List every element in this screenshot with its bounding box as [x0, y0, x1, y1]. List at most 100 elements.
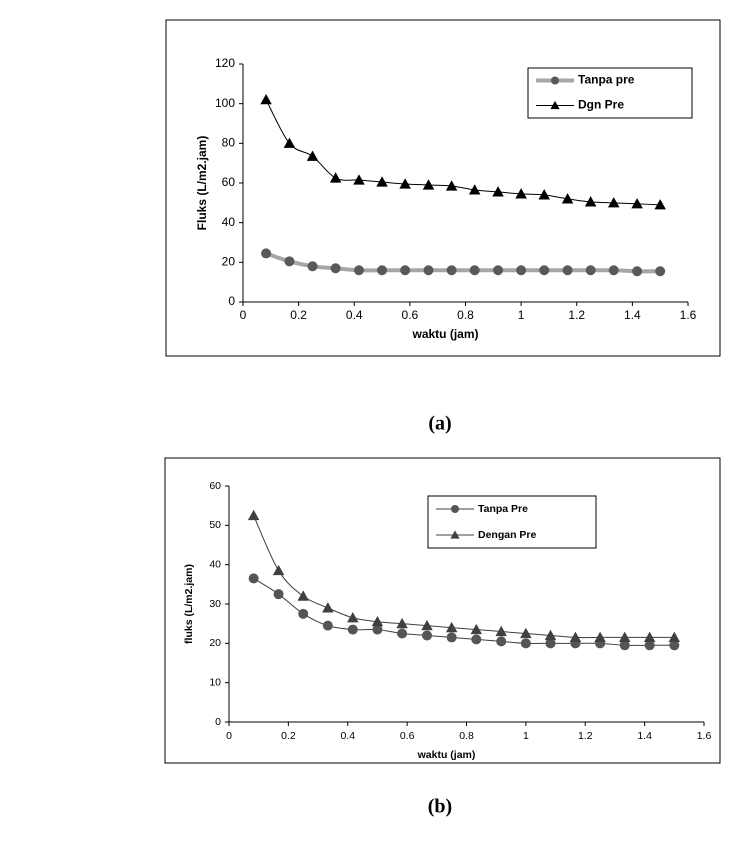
- marker: [400, 265, 411, 276]
- x-tick-label: 1: [518, 308, 525, 322]
- y-tick-label: 80: [222, 136, 236, 150]
- marker: [644, 640, 655, 651]
- marker: [353, 174, 365, 185]
- y-tick-label: 120: [215, 56, 235, 70]
- y-axis-label: Fluks (L/m2.jam): [195, 136, 209, 231]
- marker: [631, 198, 643, 209]
- marker: [561, 193, 574, 204]
- x-tick-label: 0.6: [402, 308, 419, 322]
- x-tick-label: 1.6: [680, 308, 697, 322]
- marker: [248, 573, 259, 584]
- marker: [330, 263, 341, 274]
- y-tick-label: 40: [209, 558, 221, 570]
- x-tick-label: 1.2: [568, 308, 585, 322]
- marker: [471, 634, 482, 645]
- x-axis-label: waktu (jam): [417, 749, 476, 761]
- marker: [551, 76, 559, 85]
- y-tick-label: 20: [209, 637, 221, 649]
- x-tick-label: 0: [240, 308, 247, 322]
- marker: [445, 180, 458, 191]
- marker: [569, 631, 582, 643]
- marker: [347, 612, 359, 623]
- marker: [422, 179, 435, 190]
- marker: [273, 589, 284, 600]
- y-tick-label: 40: [222, 215, 236, 229]
- x-tick-label: 0.4: [340, 730, 355, 742]
- x-tick-label: 1.2: [578, 730, 593, 742]
- marker: [515, 188, 527, 199]
- marker: [372, 624, 383, 635]
- marker: [619, 640, 630, 651]
- y-tick-label: 60: [209, 480, 221, 492]
- marker: [585, 265, 596, 276]
- marker: [545, 638, 556, 649]
- marker: [272, 564, 285, 576]
- marker: [371, 615, 384, 627]
- marker: [539, 265, 550, 276]
- x-tick-label: 0.4: [346, 308, 363, 322]
- marker: [446, 265, 457, 276]
- y-axis-label: fluks (L/m2.jam): [183, 564, 195, 644]
- marker: [446, 632, 457, 643]
- x-axis-label: waktu (jam): [411, 327, 478, 341]
- marker: [470, 623, 483, 635]
- marker: [283, 137, 296, 148]
- caption: (a): [428, 413, 451, 435]
- series-line: [253, 578, 675, 646]
- marker: [668, 631, 681, 643]
- marker: [544, 629, 557, 641]
- y-tick-label: 20: [222, 255, 236, 269]
- marker: [322, 602, 334, 613]
- x-tick-label: 1.4: [637, 730, 652, 742]
- marker: [397, 628, 408, 639]
- chart-frame: [164, 457, 721, 764]
- marker: [297, 590, 309, 601]
- series-line: [265, 251, 661, 274]
- marker: [538, 189, 550, 200]
- marker: [495, 625, 507, 637]
- y-tick-label: 10: [209, 676, 221, 688]
- y-tick-label: 100: [215, 96, 235, 110]
- x-tick-label: 1.4: [624, 308, 641, 322]
- marker: [396, 617, 408, 629]
- x-tick-label: 0.8: [457, 308, 474, 322]
- y-tick-label: 50: [209, 519, 221, 531]
- marker: [347, 624, 358, 635]
- y-tick-label: 0: [215, 716, 221, 728]
- marker: [550, 100, 560, 110]
- marker: [492, 186, 504, 197]
- x-tick-label: 0.8: [459, 730, 474, 742]
- marker: [306, 150, 319, 161]
- legend-label: Tanpa Pre: [478, 503, 528, 515]
- x-tick-label: 0.2: [290, 308, 307, 322]
- marker: [307, 261, 318, 272]
- x-tick-label: 0: [226, 730, 232, 742]
- marker: [329, 172, 342, 183]
- x-tick-label: 0.6: [400, 730, 415, 742]
- marker: [607, 197, 620, 208]
- marker: [493, 265, 504, 276]
- marker: [562, 265, 573, 276]
- x-tick-label: 0.2: [281, 730, 296, 742]
- marker: [377, 265, 388, 276]
- marker: [632, 266, 643, 277]
- marker: [260, 93, 272, 105]
- marker: [451, 505, 459, 513]
- y-tick-label: 0: [228, 294, 235, 308]
- marker: [618, 631, 631, 643]
- marker: [496, 636, 507, 647]
- marker: [520, 627, 532, 639]
- marker: [655, 266, 666, 277]
- marker: [654, 199, 666, 210]
- marker: [450, 530, 460, 539]
- marker: [298, 608, 309, 619]
- marker: [643, 631, 656, 643]
- legend-box: [527, 67, 693, 119]
- marker: [421, 619, 433, 631]
- marker: [376, 176, 388, 187]
- y-tick-label: 60: [222, 175, 236, 189]
- marker: [516, 265, 527, 276]
- marker: [422, 630, 433, 641]
- marker: [284, 256, 295, 267]
